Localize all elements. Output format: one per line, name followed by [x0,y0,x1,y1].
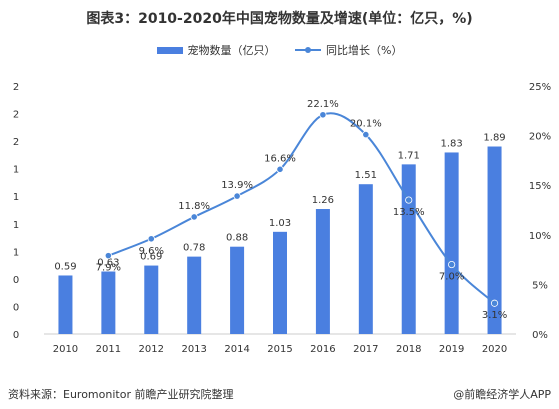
x-tick-label: 2017 [353,344,378,355]
x-tick-label: 2015 [267,344,292,355]
bar [401,164,416,334]
growth-point [190,213,198,221]
source-note: 资料来源：Euromonitor 前瞻产业研究院整理 [8,388,234,401]
bar-value-label: 1.71 [398,150,420,161]
bar-value-label: 0.88 [226,233,248,244]
legend: 宠物数量（亿只） 同比增长（%） [0,42,559,58]
x-tick-label: 2014 [224,344,249,355]
y-left-tick-label: 1 [13,192,19,203]
bar [487,146,502,334]
growth-line [107,112,496,304]
growth-point [276,165,284,173]
bar-value-label: 1.83 [441,138,463,149]
bar-value-label: 1.51 [355,170,377,181]
x-tick-label: 2010 [53,344,78,355]
growth-point [233,192,241,200]
growth-point [490,299,499,307]
x-tick-label: 2018 [396,344,421,355]
growth-value-label: 13.5% [393,207,425,218]
growth-value-label: 16.6% [264,153,296,164]
legend-bar-swatch [156,46,183,54]
y-left-tick-label: 1 [13,247,19,258]
bar [315,209,330,334]
bar [230,246,245,334]
y-left-tick-label: 2 [13,110,19,121]
growth-point [104,252,112,260]
y-left-tick-label: 2 [13,82,19,93]
bar [358,184,373,334]
y-right-tick-label: 20% [529,132,551,143]
legend-line-swatch [295,45,322,55]
bar [273,231,287,334]
publisher-credit: @前瞻经济学人APP [453,388,551,401]
y-left-tick-label: 0 [13,275,19,286]
y-right-tick-label: 5% [532,280,548,291]
growth-point [448,260,456,269]
bar [187,256,202,334]
growth-value-label: 7.9% [96,263,121,274]
bar-value-label: 1.89 [483,133,505,144]
y-right-tick-label: 10% [529,231,551,242]
x-tick-label: 2012 [139,344,164,355]
bar-value-label: 0.59 [54,261,76,272]
x-tick-label: 2016 [310,344,335,355]
growth-value-label: 22.1% [307,99,339,110]
legend-item-bar: 宠物数量（亿只） [156,42,276,58]
x-tick-label: 2011 [96,344,121,355]
growth-value-label: 7.0% [439,272,464,283]
growth-value-label: 9.6% [139,246,164,257]
bar-value-label: 0.78 [183,243,205,254]
bar [444,152,459,334]
bar-value-label: 1.26 [312,195,334,206]
bar [144,265,159,334]
y-left-tick-label: 1 [13,220,19,231]
bar [101,271,116,334]
growth-value-label: 11.8% [178,201,210,212]
legend-item-line: 同比增长（%） [295,42,402,58]
y-left-tick-label: 0 [13,330,19,341]
y-right-tick-label: 0% [532,330,548,341]
chart-title: 图表3：2010-2020年中国宠物数量及增速(单位：亿只，%) [86,11,473,27]
legend-bar-label: 宠物数量（亿只） [187,44,276,57]
growth-value-label: 20.1% [350,119,382,130]
y-left-tick-label: 2 [13,137,19,148]
bar-value-label: 1.03 [269,218,291,229]
growth-point [147,235,155,243]
growth-point [405,196,413,204]
x-tick-label: 2019 [439,344,464,355]
growth-point [319,111,327,119]
y-right-tick-label: 25% [529,82,551,93]
legend-line-label: 同比增长（%） [326,44,403,57]
bar [58,275,73,334]
bar-value-label: 0.63 [97,258,119,269]
y-right-tick-label: 15% [529,181,551,192]
x-tick-label: 2013 [181,344,206,355]
y-left-tick-label: 0 [13,302,19,313]
x-tick-label: 2020 [482,344,507,355]
bar-value-label: 0.69 [140,252,162,263]
y-left-tick-label: 1 [13,165,19,176]
growth-value-label: 13.9% [221,180,253,191]
growth-value-label: 3.1% [482,310,507,321]
growth-point [362,131,370,139]
